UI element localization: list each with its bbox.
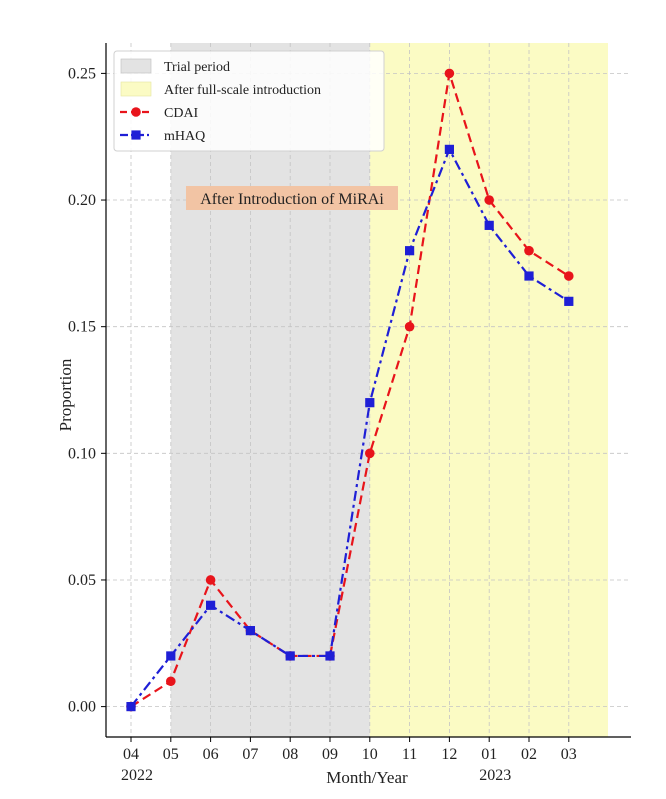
- x-tick-label-08: 08: [282, 746, 298, 763]
- legend-marker-mhaq: [131, 130, 141, 140]
- x-tick-label-07: 07: [242, 746, 258, 763]
- legend-marker-cdai: [131, 107, 141, 117]
- annotation-group: After Introduction of MiRAi: [186, 186, 398, 210]
- series-line-cdai: [130, 73, 570, 708]
- x-tick-label-11: 11: [402, 746, 417, 763]
- legend-swatch-full-scale: [120, 81, 152, 97]
- legend: Trial period After full-scale introductio…: [113, 50, 385, 152]
- annotation-text: After Introduction of MiRAi: [200, 191, 384, 208]
- legend-label-cdai: CDAI: [164, 106, 199, 121]
- point-mhaq-06: [206, 600, 216, 610]
- legend-label-mhaq: mHAQ: [164, 129, 205, 144]
- point-cdai-05: [166, 676, 176, 687]
- axes: 0.00 0.05 0.10 0.15 0.20 0.25 04 05 06 07 08 09 10 11…: [56, 43, 631, 787]
- y-tick-label-2: 0.10: [68, 445, 96, 462]
- legend-label-trial: Trial period: [164, 60, 230, 75]
- y-tick-label-0: 0.00: [68, 699, 96, 716]
- point-mhaq-08: [285, 651, 295, 661]
- point-mhaq-02: [524, 271, 534, 281]
- x-tick-label-03: 03: [561, 746, 577, 763]
- point-mhaq-11: [405, 246, 415, 256]
- point-mhaq-07: [245, 626, 255, 636]
- x-tick-label-09: 09: [322, 746, 338, 763]
- x-tick-label-02: 02: [521, 746, 537, 763]
- point-mhaq-10: [365, 398, 375, 408]
- y-tick-label-4: 0.20: [68, 192, 96, 209]
- point-mhaq-03: [564, 296, 574, 306]
- year-label-2022: 2022: [121, 767, 153, 784]
- y-tick-label-3: 0.15: [68, 319, 96, 336]
- legend-swatch-trial: [120, 58, 152, 74]
- legend-box: [113, 50, 385, 152]
- y-tick-label-1: 0.05: [68, 572, 96, 589]
- point-cdai-10: [365, 448, 375, 459]
- x-tick-label-12: 12: [441, 746, 457, 763]
- point-mhaq-01: [484, 220, 494, 230]
- legend-label-full-scale: After full-scale introduction: [164, 83, 321, 98]
- series-mhaq: [126, 144, 574, 712]
- y-axis-title: Proportion: [56, 358, 75, 431]
- point-mhaq-04: [126, 702, 136, 712]
- x-axis-title: Month/Year: [326, 768, 408, 787]
- point-mhaq-05: [166, 651, 176, 661]
- point-cdai-02: [524, 245, 534, 256]
- point-cdai-03: [564, 271, 574, 281]
- y-tick-label-5: 0.25: [68, 65, 96, 82]
- annotation-box: [186, 186, 398, 210]
- point-mhaq-12: [444, 144, 454, 154]
- x-tick-label-05: 05: [163, 746, 179, 763]
- point-cdai-11: [404, 321, 415, 332]
- year-label-2023: 2023: [479, 767, 511, 784]
- x-tick-label-01: 01: [481, 746, 497, 763]
- x-tick-label-06: 06: [203, 746, 219, 763]
- x-tick-label-04: 04: [123, 746, 139, 763]
- point-cdai-01: [484, 195, 495, 205]
- x-tick-label-10: 10: [362, 746, 378, 763]
- point-cdai-12: [444, 68, 455, 79]
- point-cdai-06: [205, 575, 216, 585]
- series-layer: [126, 68, 574, 712]
- point-mhaq-09: [325, 651, 335, 661]
